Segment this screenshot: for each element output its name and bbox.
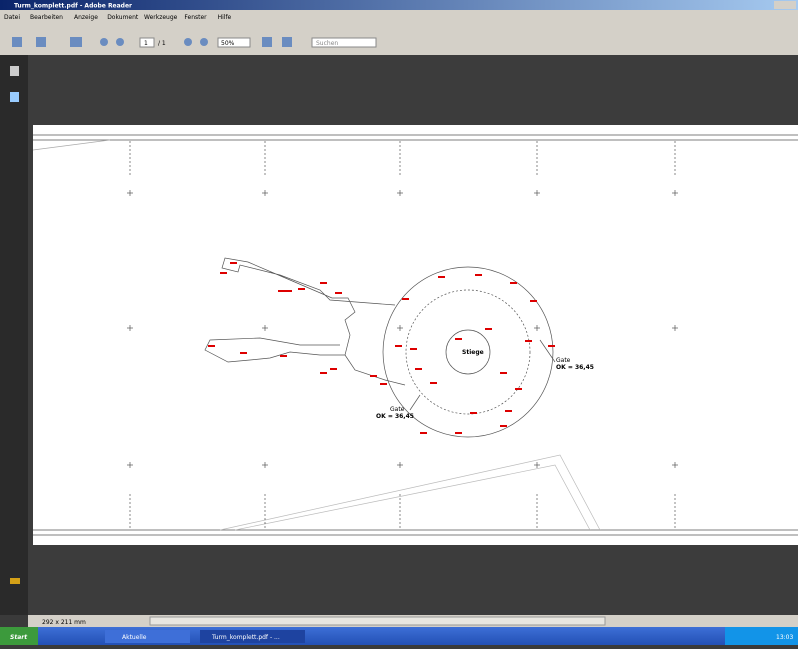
dimension-label (370, 375, 377, 377)
task-label: Turm_komplett.pdf - ... (211, 634, 280, 641)
dimension-label (500, 372, 507, 374)
dimension-label (240, 352, 247, 354)
menu-item[interactable]: Fenster (184, 14, 207, 21)
dimension-label (420, 432, 427, 434)
gate-label: Gate (390, 406, 405, 413)
dimension-label (475, 274, 482, 276)
h-scrollbar[interactable] (150, 617, 605, 625)
screen: Turm_komplett.pdf - Adobe Reader Datei Be… (0, 0, 798, 645)
menu-item[interactable]: Datei (4, 14, 20, 21)
zoom-value: 50% (221, 40, 235, 47)
dimension-label (335, 292, 342, 294)
dimension-label (402, 298, 409, 300)
gate-level: OK = 36,45 (556, 364, 594, 371)
dimension-label (415, 368, 422, 370)
dimension-label (455, 338, 462, 340)
dimension-label (320, 282, 327, 284)
dimension-label (515, 388, 522, 390)
start-label: Start (10, 634, 28, 641)
menu-item[interactable]: Werkzeuge (144, 14, 178, 21)
task-label: Aktuelle (122, 634, 147, 641)
dimension-label (410, 348, 417, 350)
dimension-label (455, 432, 462, 434)
dimension-label (438, 276, 445, 278)
menu-item[interactable]: Anzeige (74, 14, 98, 21)
comment-icon[interactable] (10, 578, 20, 584)
clock: 13:03 (776, 634, 793, 641)
pdf-page (33, 125, 798, 545)
page-size: 292 x 211 mm (42, 619, 86, 626)
dimension-label (470, 412, 477, 414)
dimension-label (330, 368, 337, 370)
menu-item[interactable]: Hilfe (218, 14, 232, 21)
gate-level: OK = 36,45 (376, 413, 414, 420)
dimension-label (510, 282, 517, 284)
dimension-label (208, 345, 215, 347)
dimension-label (525, 340, 532, 342)
task-button[interactable] (105, 630, 190, 643)
dimension-label (285, 290, 292, 292)
dimension-label (220, 272, 227, 274)
dimension-label (298, 288, 305, 290)
menu-item[interactable]: Bearbeiten (30, 14, 63, 21)
page-number: 1 (144, 40, 148, 47)
window-title: Turm_komplett.pdf - Adobe Reader (14, 3, 132, 10)
dimension-label (320, 372, 327, 374)
window-buttons[interactable] (774, 1, 796, 9)
menu-item[interactable]: Dokument (107, 14, 139, 21)
dimension-label (500, 425, 507, 427)
page-count: / 1 (158, 40, 166, 47)
dimension-label (430, 382, 437, 384)
dimension-label (485, 328, 492, 330)
gate-label: Gate (556, 357, 571, 364)
dimension-label (280, 355, 287, 357)
dimension-label (395, 345, 402, 347)
dimension-label (278, 290, 285, 292)
pages-icon[interactable] (10, 66, 19, 76)
search-placeholder: Suchen (316, 40, 338, 47)
nav-panel (0, 55, 28, 615)
dimension-label (380, 383, 387, 385)
dimension-label (505, 410, 512, 412)
bookmark-icon[interactable] (10, 92, 19, 102)
center-label: Stiege (462, 349, 484, 356)
dimension-label (230, 262, 237, 264)
dimension-label (530, 300, 537, 302)
dimension-label (548, 345, 555, 347)
